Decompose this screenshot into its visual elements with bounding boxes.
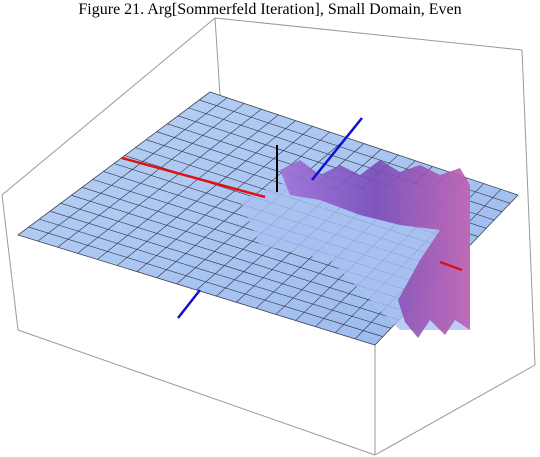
- figure-title: Figure 21. Arg[Sommerfeld Iteration], Sm…: [78, 1, 462, 18]
- grid-line: [28, 226, 384, 337]
- grid-line: [39, 218, 391, 329]
- bounding-box: [1, 17, 536, 456]
- blue-axis-end: [177, 289, 201, 319]
- spike-region: [280, 160, 470, 338]
- grid-line: [49, 210, 399, 321]
- red-axis-end: [439, 260, 463, 272]
- blue-axis: [311, 117, 363, 181]
- red-axis: [121, 156, 266, 199]
